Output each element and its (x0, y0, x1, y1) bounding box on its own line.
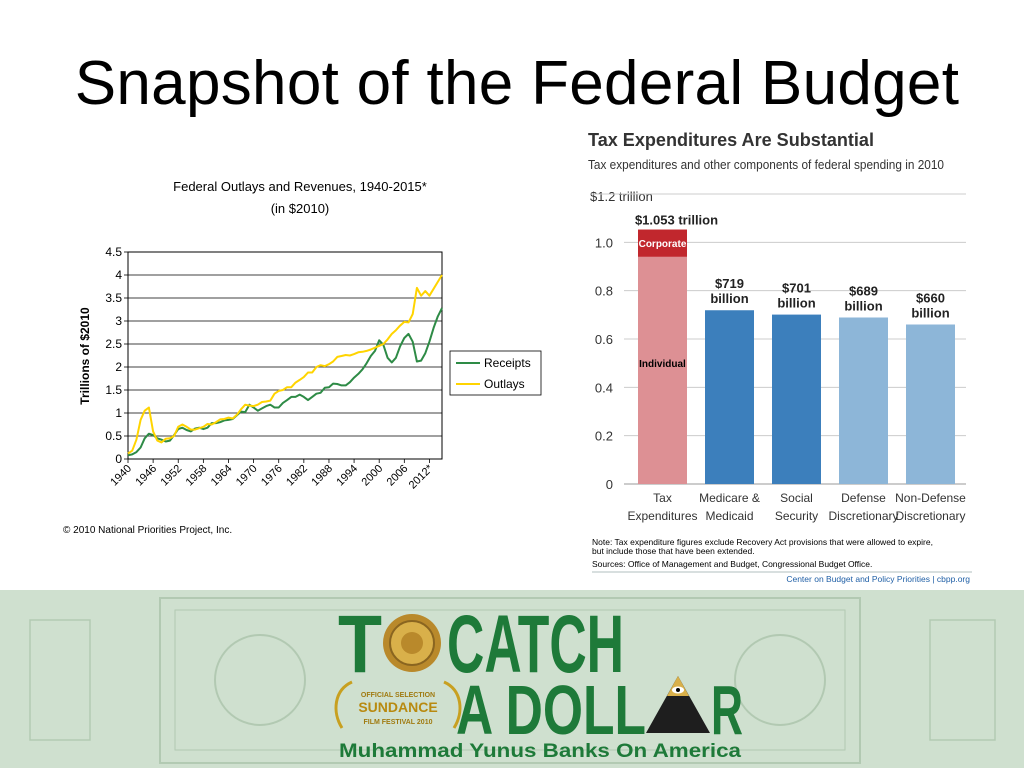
x-tick-label: 1946 (133, 463, 159, 489)
bar-value-label: billion (777, 296, 815, 311)
bar (906, 324, 955, 484)
bar-segment-individual (638, 256, 687, 484)
banner-tagline: Muhammad Yunus Banks On America (339, 741, 742, 762)
banner-title-t: T (338, 599, 382, 690)
y-tick-labels: 0 0.5 1 1.5 2 2.5 3 3.5 4 4.5 (105, 245, 122, 466)
sources-line: Sources: Office of Management and Budget… (592, 559, 872, 569)
bar-value-label: $719 (715, 276, 744, 291)
bar-category-label: Tax (653, 491, 672, 505)
legend-label-outlays: Outlays (484, 377, 525, 391)
top-gridline-label: $1.2 trillion (590, 189, 653, 204)
bar (772, 314, 821, 484)
banner-title-catch: CATCH (447, 599, 624, 690)
bar (705, 310, 754, 484)
stack-label: Corporate (639, 239, 687, 250)
y-tick-label: 2.5 (105, 337, 122, 351)
y-tick-label: 3 (115, 314, 122, 328)
x-tick-label: 2000 (360, 463, 386, 489)
bar-value-label: billion (710, 291, 748, 306)
x-tick-label: 1976 (259, 463, 285, 489)
x-tick-label: 1994 (334, 463, 360, 489)
banner-background (0, 590, 1024, 768)
sundance-laurel-badge: OFFICIAL SELECTION SUNDANCE FILM FESTIVA… (334, 680, 462, 729)
bar-y-tick-label: 1.0 (595, 235, 613, 250)
bar-value-label: billion (844, 298, 882, 313)
x-tick-labels: 1940 1946 1952 1958 1964 1970 1976 1982 1988 1994… (108, 462, 436, 491)
bar-y-tick-label: 0.8 (595, 284, 613, 299)
y-tick-label: 1.5 (105, 383, 122, 397)
y-tick-label: 4 (115, 268, 122, 282)
coin-o-icon (383, 614, 441, 672)
banknote-pattern (29, 597, 996, 764)
y-tick-label: 0.5 (105, 429, 122, 443)
copyright-text: © 2010 National Priorities Project, Inc. (63, 525, 232, 536)
y-tick-label: 4.5 (105, 245, 122, 259)
bar-chart-subtitle: Tax expenditures and other components of… (588, 157, 944, 172)
bar-category-label: Medicaid (705, 509, 753, 523)
bar-category-label: Medicare & (699, 491, 760, 505)
bar-chart-title: Tax Expenditures Are Substantial (588, 130, 874, 150)
badge-sundance: SUNDANCE (358, 699, 437, 715)
bar-y-tick-labels: 0 0.2 0.4 0.6 0.8 1.0 (595, 235, 613, 492)
bar-chart: Tax Expenditures Are Substantial Tax exp… (588, 130, 972, 584)
bar-category-label: Social (780, 491, 813, 505)
legend-label-receipts: Receipts (484, 356, 531, 370)
bar-segment-corporate (638, 229, 687, 257)
line-chart-title: Federal Outlays and Revenues, 1940-2015* (173, 179, 427, 194)
legend: Receipts Outlays (449, 350, 542, 396)
badge-official-selection: OFFICIAL SELECTION (361, 692, 435, 699)
slide-title: Snapshot of the Federal Budget (74, 49, 960, 118)
line-chart-subtitle: (in $2010) (271, 201, 330, 216)
bar-y-tick-label: 0.2 (595, 429, 613, 444)
banner-title-r: R (711, 671, 743, 749)
series-line-outlays (127, 274, 443, 455)
x-tick-label: 1964 (209, 463, 235, 489)
banner-title-a-doll: A DOLL (456, 671, 646, 749)
credit-text: Center on Budget and Policy Priorities |… (786, 574, 970, 584)
bar-y-tick-label: 0.6 (595, 332, 613, 347)
bar-value-label: $660 (916, 291, 945, 306)
x-tick-label: 2012* (407, 462, 436, 491)
series-lines (127, 274, 443, 457)
bar-value-label: $1.053 trillion (635, 213, 718, 228)
bar-category-label: Discretionary (895, 509, 965, 523)
x-tick-label: 2006 (385, 463, 411, 489)
x-tick-label: 1970 (234, 463, 260, 489)
x-tick-label: 1988 (309, 463, 335, 489)
x-tick-label: 1940 (108, 463, 134, 489)
x-tick-label: 1952 (159, 463, 185, 489)
bar-value-label: $689 (849, 283, 878, 298)
bar-value-label: billion (911, 306, 949, 321)
stack-label: Individual (639, 359, 686, 370)
plot-area (127, 251, 443, 460)
legend-box (449, 350, 542, 396)
bar-category-label: Expenditures (627, 509, 697, 523)
x-tick-label: 1982 (284, 463, 310, 489)
bar-category-label: Security (775, 509, 818, 523)
y-tick-label: 0 (115, 452, 122, 466)
note-line-1: Note: Tax expenditure figures exclude Re… (592, 537, 933, 547)
bar-value-label: $701 (782, 281, 811, 296)
bar-category-label: Non-Defense (895, 491, 966, 505)
note-line-2: but include those that have been extende… (592, 546, 755, 556)
bar (839, 317, 888, 484)
bar-y-tick-label: 0.4 (595, 380, 613, 395)
bar-y-tick-label: 0 (606, 477, 613, 492)
bar-category-label: Defense (841, 491, 886, 505)
bars (638, 229, 955, 484)
line-chart: Federal Outlays and Revenues, 1940-2015*… (63, 179, 542, 536)
movie-banner: T CATCH A DOLL R OFFICIAL SELECTION SUND… (0, 590, 1024, 768)
bar-category-label: Discretionary (828, 509, 898, 523)
pyramid-eye-icon (646, 676, 710, 733)
series-line-receipts (127, 307, 443, 457)
x-tick-label: 1958 (184, 463, 210, 489)
grid-lines (124, 251, 442, 463)
badge-film-festival: FILM FESTIVAL 2010 (364, 719, 433, 726)
y-tick-label: 1 (115, 406, 122, 420)
y-tick-label: 3.5 (105, 291, 122, 305)
y-axis-label: Trillions of $2010 (78, 307, 92, 405)
y-tick-label: 2 (115, 360, 122, 374)
